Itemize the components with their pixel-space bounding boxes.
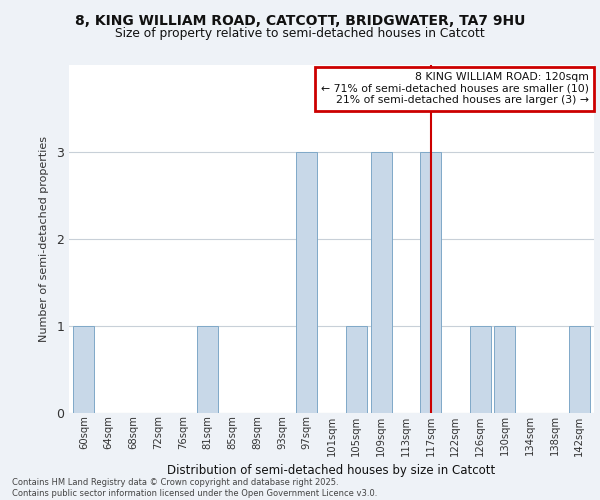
Text: 8, KING WILLIAM ROAD, CATCOTT, BRIDGWATER, TA7 9HU: 8, KING WILLIAM ROAD, CATCOTT, BRIDGWATE… <box>75 14 525 28</box>
Bar <box>346 326 367 412</box>
Text: 8 KING WILLIAM ROAD: 120sqm
← 71% of semi-detached houses are smaller (10)
21% o: 8 KING WILLIAM ROAD: 120sqm ← 71% of sem… <box>321 72 589 105</box>
Text: Size of property relative to semi-detached houses in Catcott: Size of property relative to semi-detach… <box>115 28 485 40</box>
Bar <box>494 326 515 412</box>
Bar <box>296 152 317 412</box>
Bar <box>197 326 218 412</box>
Y-axis label: Number of semi-detached properties: Number of semi-detached properties <box>39 136 49 342</box>
Text: Contains HM Land Registry data © Crown copyright and database right 2025.
Contai: Contains HM Land Registry data © Crown c… <box>12 478 377 498</box>
Bar <box>569 326 590 412</box>
Bar <box>371 152 392 412</box>
Bar <box>420 152 441 412</box>
X-axis label: Distribution of semi-detached houses by size in Catcott: Distribution of semi-detached houses by … <box>167 464 496 477</box>
Bar <box>73 326 94 412</box>
Bar <box>470 326 491 412</box>
